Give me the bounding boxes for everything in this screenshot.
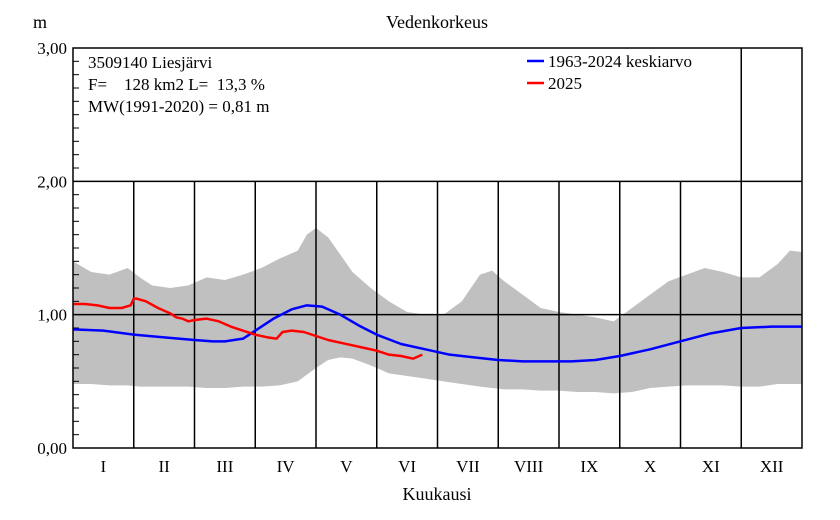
series-2025-line [73, 297, 423, 360]
y-tick-label: 1,00 [37, 306, 67, 325]
x-tick-label: X [644, 457, 656, 476]
legend-label-2025: 2025 [548, 74, 582, 93]
station-mw: MW(1991-2020) = 0,81 m [88, 97, 269, 116]
y-axis-unit: m [33, 12, 47, 32]
x-tick-label: I [101, 457, 107, 476]
y-tick-label: 0,00 [37, 439, 67, 458]
x-tick-label: VI [398, 457, 416, 476]
x-tick-label: II [158, 457, 170, 476]
x-tick-label: IX [580, 457, 598, 476]
series-mean-line [72, 304, 802, 363]
legend: 1963-2024 keskiarvo 2025 [527, 52, 692, 93]
x-tick-label: XI [702, 457, 720, 476]
x-tick-label: VII [456, 457, 480, 476]
legend-label-mean: 1963-2024 keskiarvo [548, 52, 692, 71]
station-area: F= 128 km2 L= 13,3 % [88, 75, 265, 94]
y-tick-label: 2,00 [37, 172, 67, 191]
x-tick-label: III [216, 457, 233, 476]
station-name: 3509140 Liesjärvi [88, 53, 212, 72]
x-axis-title: Kuukausi [403, 484, 472, 504]
x-tick-label: V [340, 457, 353, 476]
x-tick-label: XII [760, 457, 784, 476]
x-tick-label: VIII [514, 457, 544, 476]
y-tick-label: 3,00 [37, 39, 67, 58]
x-tick-label: IV [277, 457, 296, 476]
chart-title: Vedenkorkeus [386, 12, 488, 32]
plot-frame [72, 47, 803, 449]
